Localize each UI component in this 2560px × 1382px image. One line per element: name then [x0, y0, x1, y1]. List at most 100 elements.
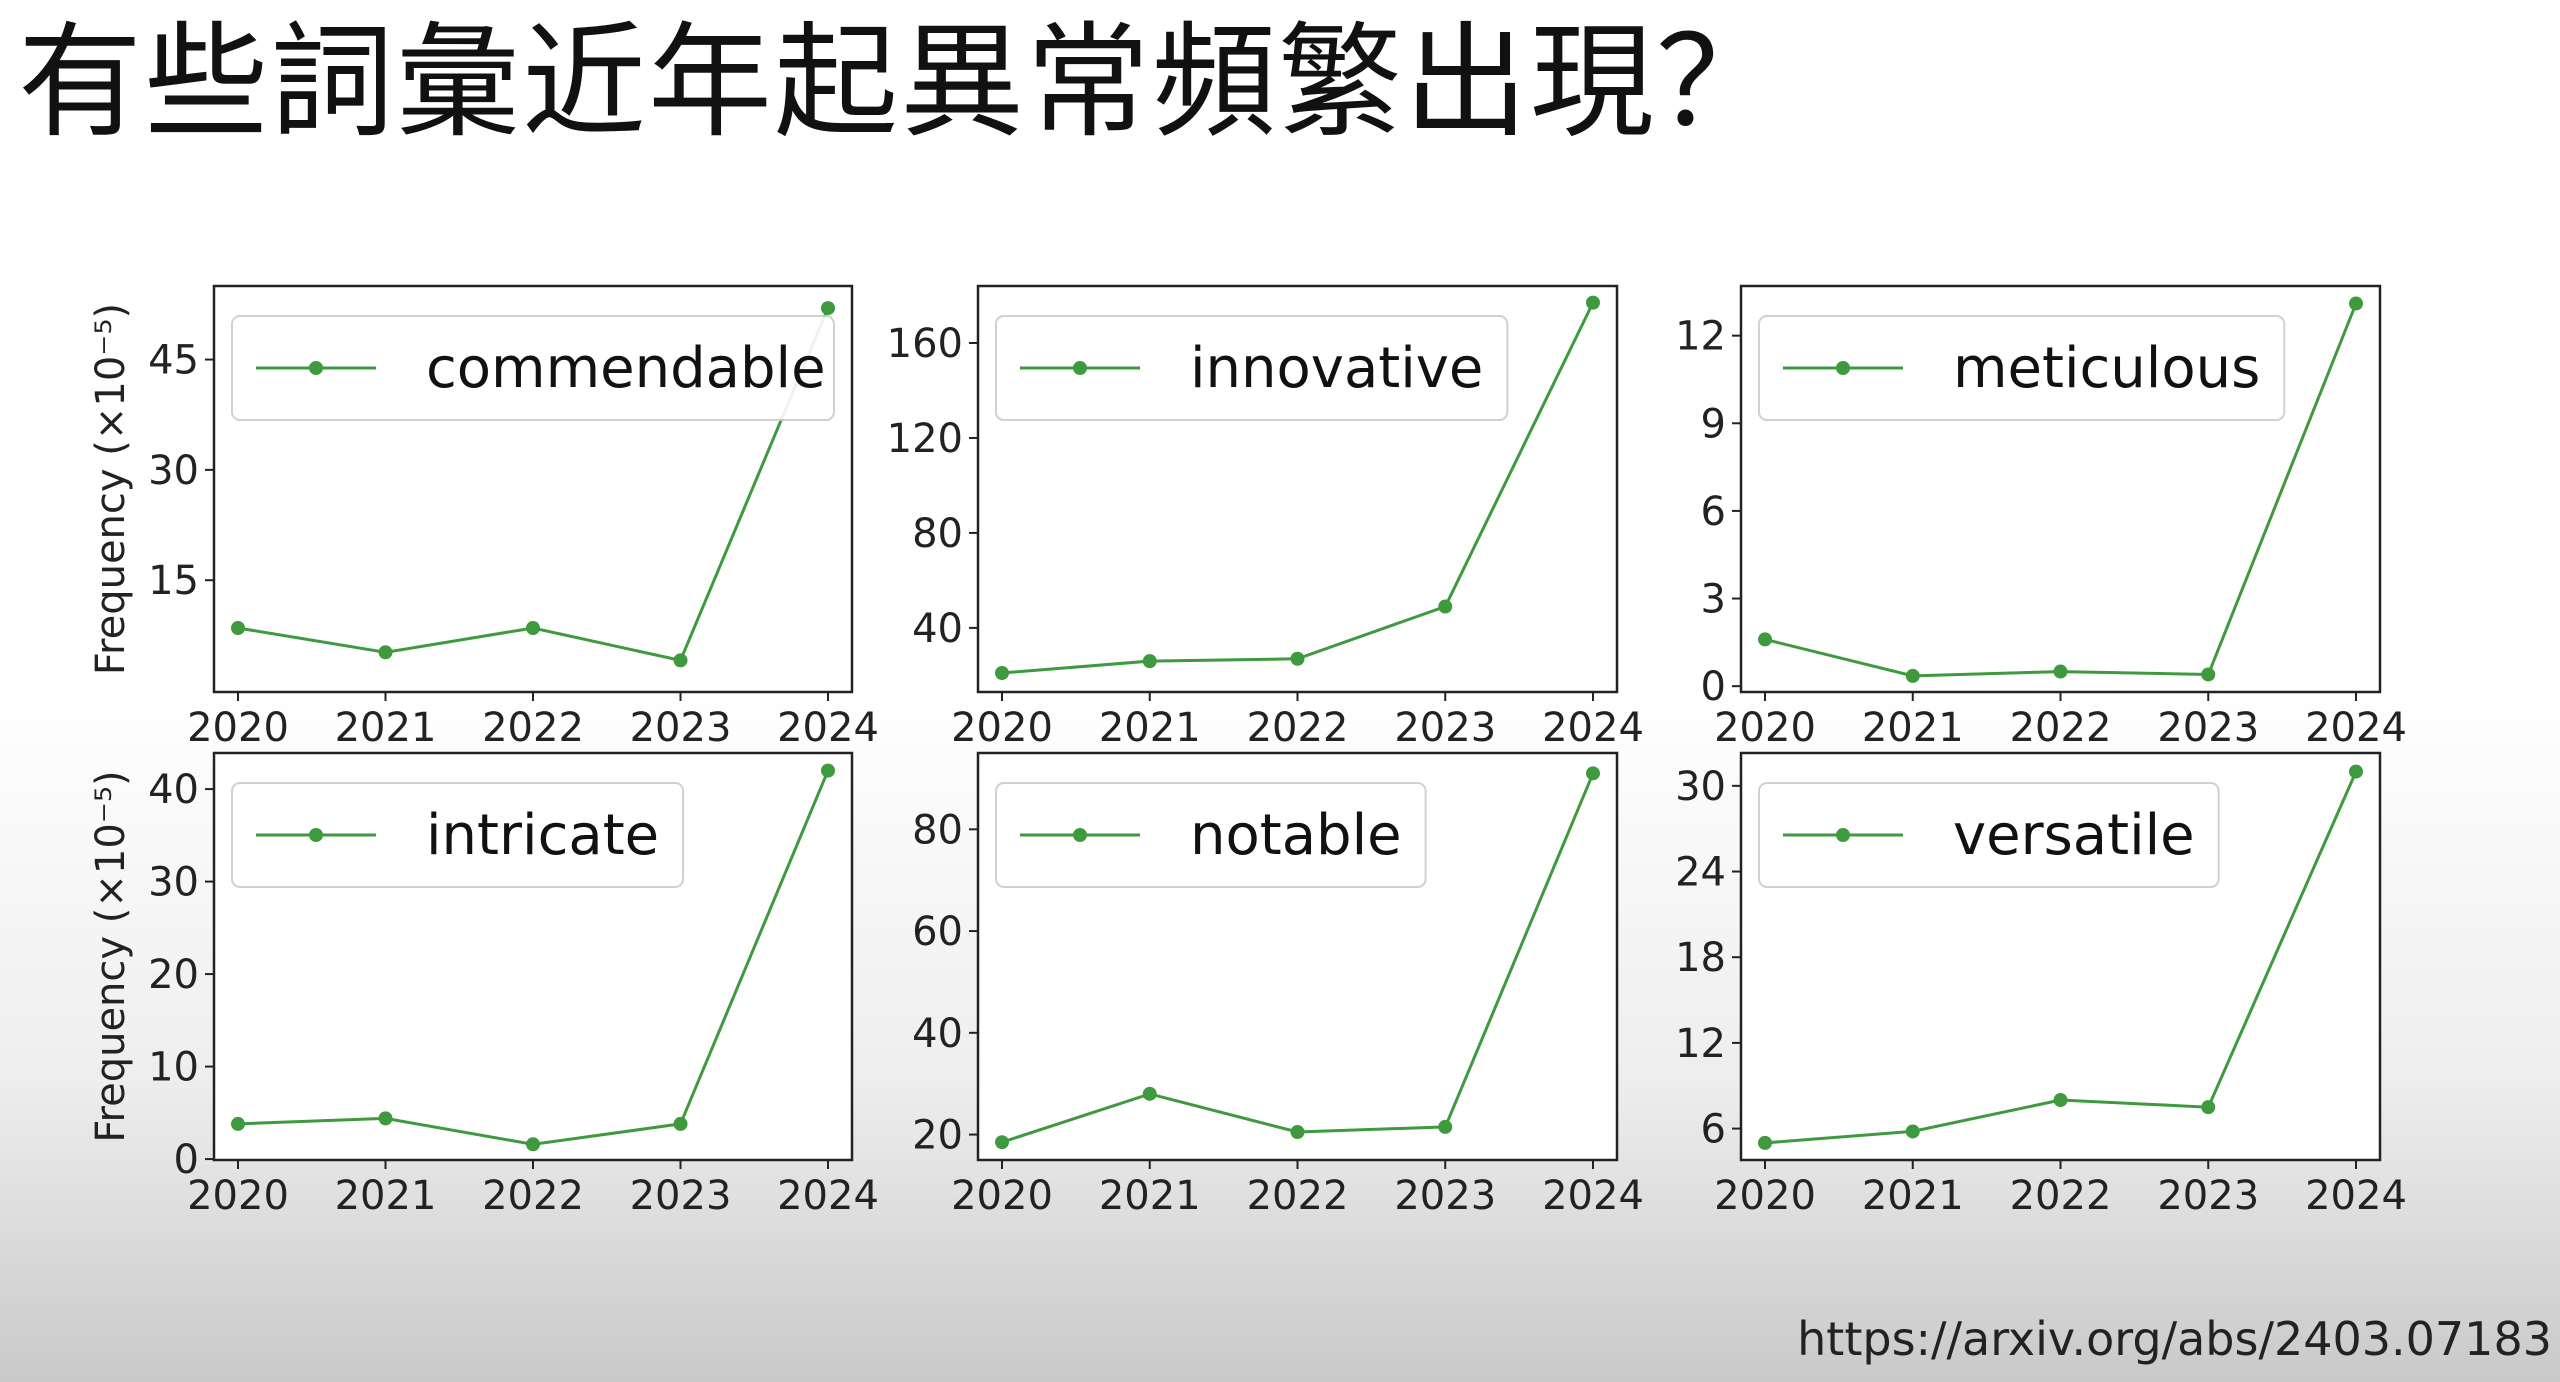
x-tick-label: 2023 [630, 705, 732, 751]
legend-marker [1836, 828, 1850, 842]
data-point [1438, 599, 1453, 614]
y-tick-label: 9 [1701, 401, 1726, 447]
x-tick-label: 2021 [1862, 1173, 1964, 1219]
chart-2: 40 80 120 160 2020 2021 2022 2023 2024 innovative [887, 284, 1644, 751]
legend-label: versatile [1953, 803, 2195, 868]
legend-label: commendable [426, 336, 826, 401]
legend-box [1758, 315, 2286, 421]
legend-box [995, 782, 1427, 888]
data-point [995, 666, 1009, 681]
data-point [821, 763, 835, 778]
x-tick-label: 2023 [1394, 1173, 1496, 1219]
legend-marker [1836, 361, 1850, 375]
chart-1: 15 30 45 2020 2021 2022 2023 2024 Frequency (×10… [88, 284, 879, 751]
y-tick-label: 20 [912, 1113, 963, 1159]
x-tick-label: 2022 [2010, 1173, 2112, 1219]
legend-label: meticulous [1953, 336, 2260, 401]
x-tick-label: 2020 [1714, 705, 1816, 751]
legend: meticulous [1758, 315, 2286, 421]
data-point [526, 621, 540, 636]
x-tick-label: 2020 [187, 705, 289, 751]
data-point [231, 1116, 245, 1131]
x-tick-label: 2021 [335, 1173, 437, 1219]
data-point [1586, 766, 1600, 781]
y-tick-label: 45 [148, 338, 199, 384]
y-tick-label: 6 [1701, 489, 1726, 535]
y-tick-label: 0 [1701, 664, 1726, 710]
data-point [2201, 667, 2216, 682]
x-tick-label: 2021 [1099, 1173, 1201, 1219]
data-point [2053, 1093, 2068, 1108]
y-axis-label: Frequency (×10⁻⁵) [88, 303, 134, 675]
y-tick-label: 40 [148, 767, 199, 813]
x-tick-label: 2021 [335, 705, 437, 751]
data-point [673, 653, 688, 668]
slide-title: 有些詞彙近年起異常頻繁出現？ [18, 11, 1783, 155]
x-tick-label: 2024 [777, 705, 879, 751]
legend-box [1758, 782, 2220, 888]
data-point [378, 645, 393, 660]
y-tick-label: 40 [912, 1011, 963, 1057]
data-point [1905, 1124, 1920, 1139]
x-tick-label: 2021 [1862, 705, 1964, 751]
data-point [2349, 764, 2363, 779]
y-tick-label: 3 [1701, 577, 1726, 623]
legend: versatile [1758, 782, 2220, 888]
legend-marker [309, 828, 323, 842]
chart-6: 6 12 18 24 30 2020 2021 2022 2023 2024 versatile [1675, 751, 2407, 1219]
y-tick-label: 18 [1675, 935, 1726, 981]
y-tick-label: 10 [148, 1045, 199, 1091]
data-point [2053, 664, 2068, 679]
data-point [231, 621, 245, 636]
data-point [1905, 668, 1920, 683]
x-tick-label: 2022 [1247, 705, 1349, 751]
x-tick-label: 2023 [2157, 1173, 2259, 1219]
x-tick-label: 2022 [482, 705, 584, 751]
x-tick-label: 2024 [2305, 705, 2407, 751]
x-tick-label: 2024 [777, 1173, 879, 1219]
data-point [526, 1137, 540, 1152]
chart-4: 0 10 20 30 40 2020 2021 2022 2023 2024 Frequency (… [88, 751, 879, 1219]
y-tick-label: 40 [912, 606, 963, 652]
x-tick-label: 2024 [1542, 705, 1644, 751]
source-url[interactable]: https://arxiv.org/abs/2403.07183 [1797, 1312, 2552, 1366]
legend-label: innovative [1190, 336, 1483, 401]
chart-5: 20 40 60 80 2020 2021 2022 2023 2024 notable [912, 751, 1644, 1219]
legend-marker [1073, 828, 1087, 842]
legend-label: intricate [426, 803, 659, 868]
data-point [1290, 651, 1305, 666]
data-point [995, 1135, 1009, 1150]
legend: notable [995, 782, 1427, 888]
y-tick-label: 15 [148, 558, 199, 604]
legend-marker [309, 361, 323, 375]
legend: intricate [231, 782, 685, 888]
data-point [2349, 296, 2363, 311]
data-point [1142, 654, 1157, 669]
y-tick-label: 60 [912, 909, 963, 955]
y-tick-label: 30 [148, 860, 199, 906]
y-tick-label: 30 [148, 448, 199, 494]
y-tick-label: 12 [1675, 314, 1726, 360]
x-tick-label: 2024 [2305, 1173, 2407, 1219]
y-tick-label: 160 [887, 321, 963, 367]
legend-marker [1073, 361, 1087, 375]
x-tick-label: 2020 [1714, 1173, 1816, 1219]
y-tick-label: 0 [174, 1137, 199, 1183]
data-point [1758, 632, 1772, 647]
x-tick-label: 2023 [630, 1173, 732, 1219]
data-point [1586, 295, 1600, 310]
x-tick-label: 2023 [1394, 705, 1496, 751]
data-point [1142, 1086, 1157, 1101]
legend-label: notable [1190, 803, 1402, 868]
x-tick-label: 2022 [2010, 705, 2112, 751]
y-tick-label: 12 [1675, 1021, 1726, 1067]
y-tick-label: 30 [1675, 764, 1726, 810]
data-point [821, 301, 835, 316]
y-tick-label: 24 [1675, 850, 1726, 896]
x-tick-label: 2021 [1099, 705, 1201, 751]
data-point [673, 1116, 688, 1131]
data-point [1758, 1135, 1772, 1150]
y-axis-label: Frequency (×10⁻⁵) [88, 770, 134, 1142]
x-tick-label: 2024 [1542, 1173, 1644, 1219]
